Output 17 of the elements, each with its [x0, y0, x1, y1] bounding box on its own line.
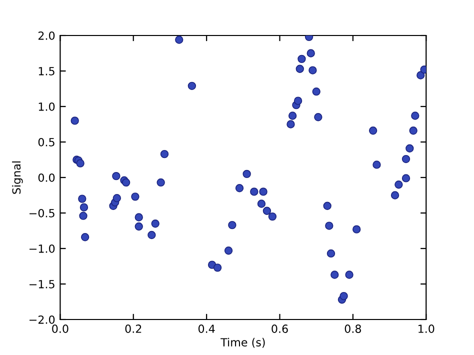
x-axis-title: Time (s) — [220, 338, 265, 348]
y-tick-label: −1.5 — [30, 280, 54, 288]
x-tick-label: 0.8 — [344, 324, 362, 333]
x-tick-label: 0.2 — [125, 324, 142, 333]
x-tick-label: 0.0 — [52, 324, 68, 333]
y-tick-label: −0.5 — [30, 208, 54, 218]
y-tick-label: 1.0 — [38, 102, 55, 111]
y-tick-label: −2.0 — [30, 315, 55, 324]
x-tick-label: 1.0 — [418, 324, 434, 333]
y-tick-label: 2.0 — [38, 31, 55, 40]
y-tick-label: −1.0 — [30, 244, 55, 253]
x-tick-label: 0.6 — [272, 324, 288, 333]
y-tick-label: 0.5 — [38, 138, 54, 146]
x-tick-label: 0.4 — [198, 324, 215, 333]
y-tick-label: 1.5 — [38, 67, 54, 76]
y-axis-title: Signal — [12, 161, 23, 194]
y-tick-label: 0.0 — [38, 173, 55, 182]
